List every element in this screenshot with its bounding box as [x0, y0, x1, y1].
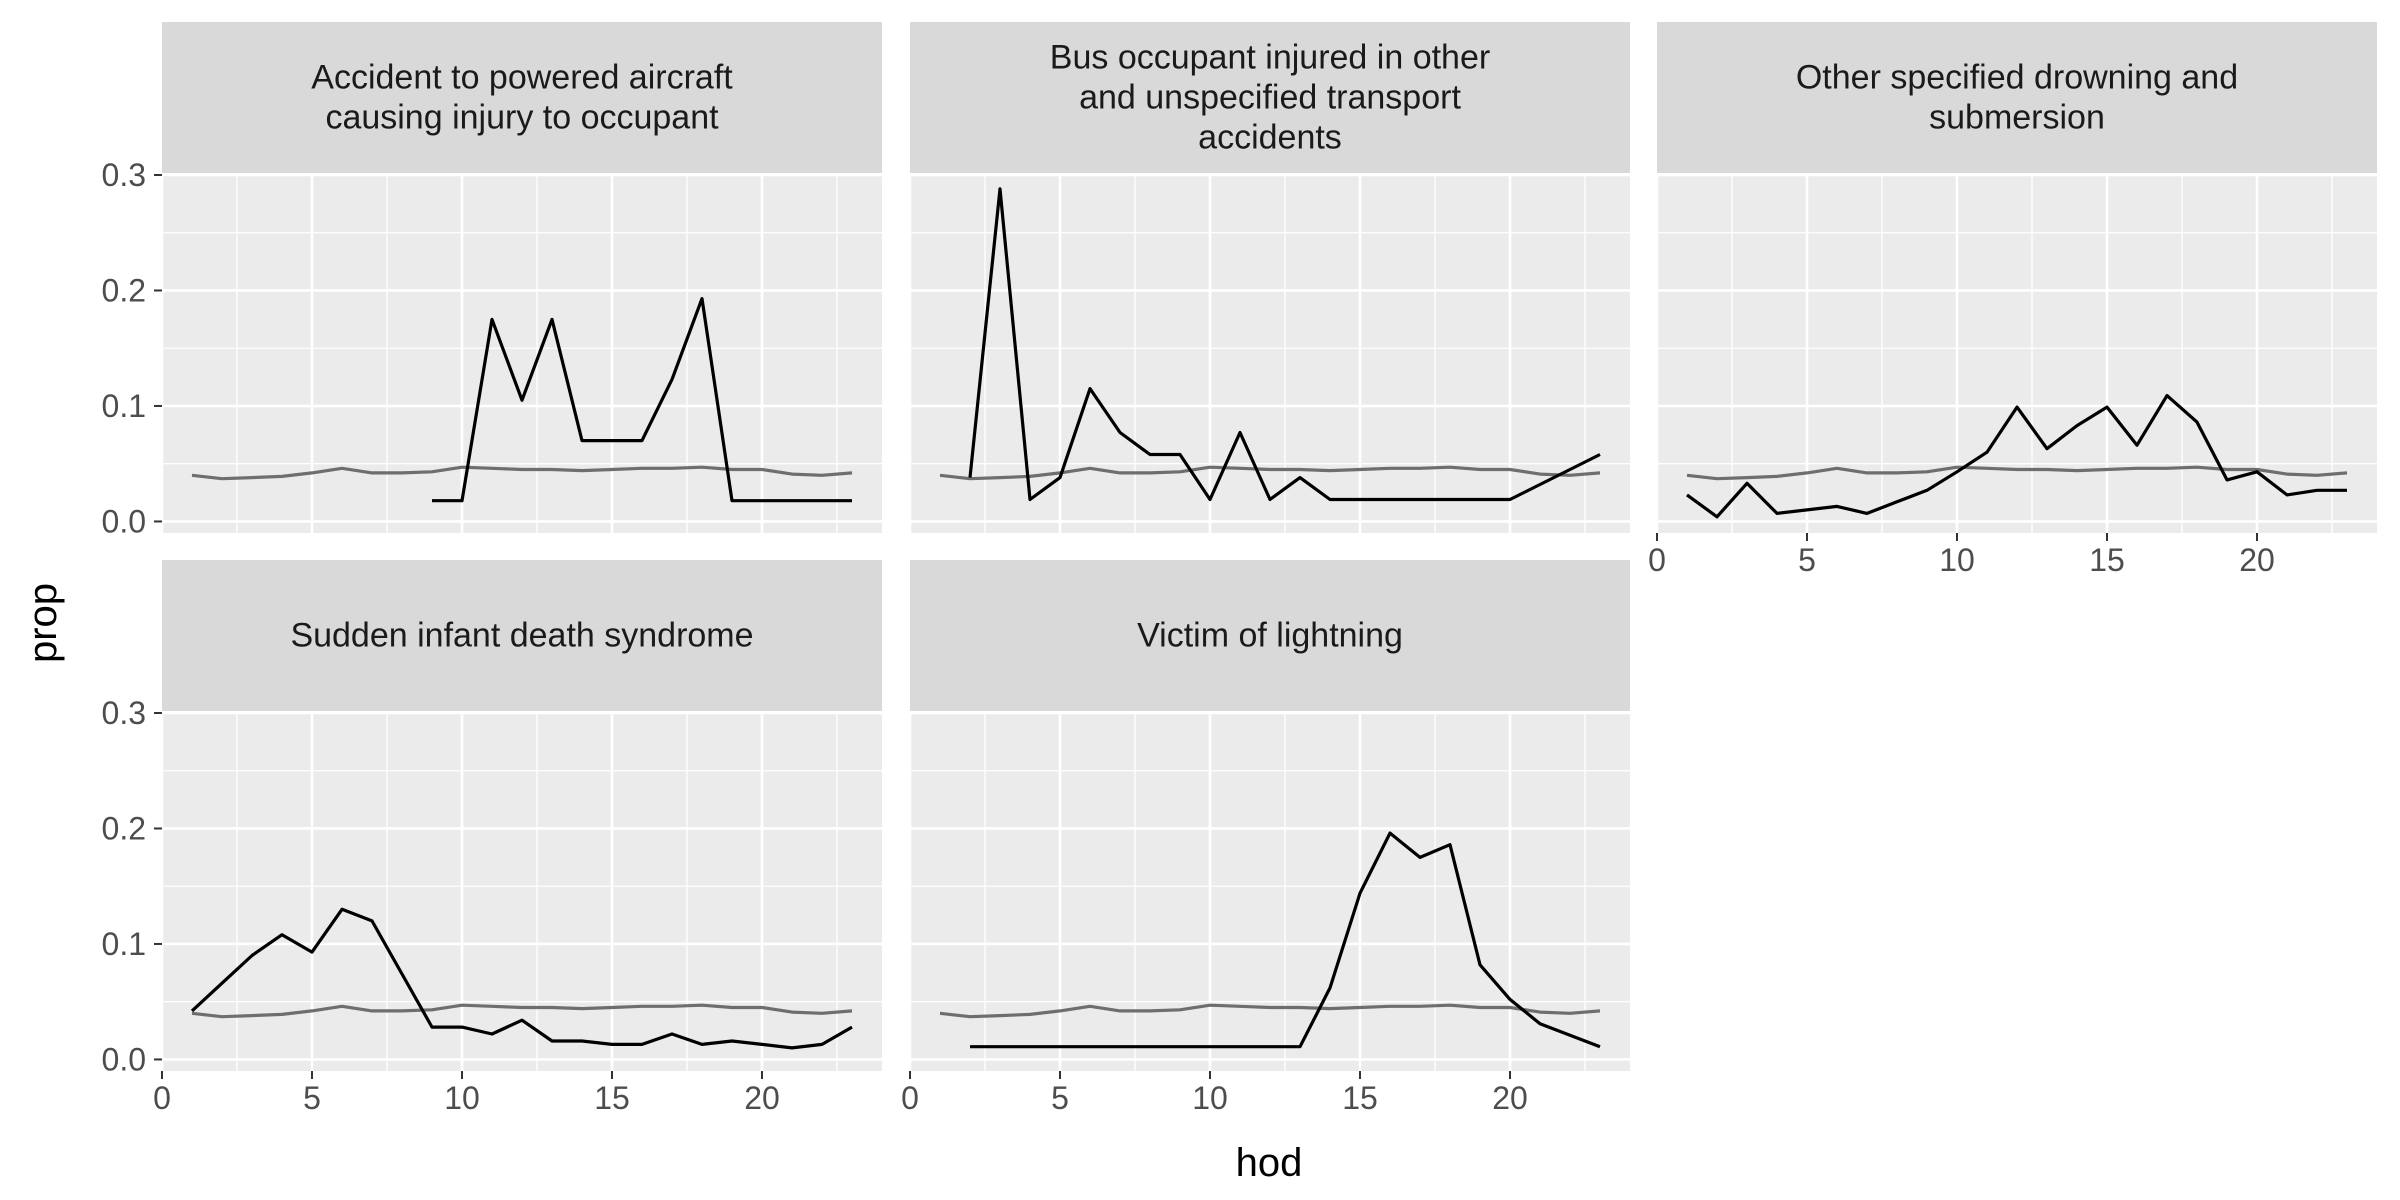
panel-background — [162, 175, 882, 533]
facet-panel-5: Victim of lightning 0 5 10 15 20 — [901, 560, 1630, 1116]
panel-background — [910, 175, 1630, 533]
x-tick-label: 20 — [744, 1080, 780, 1116]
y-tick-label: 0.2 — [102, 810, 146, 846]
cause-series-line — [968, 187, 1601, 502]
facet-strip — [1657, 22, 2377, 173]
x-tick-label: 20 — [1492, 1080, 1528, 1116]
overall-series-line — [1686, 465, 2348, 481]
facet-title-line: Victim of lightning — [1137, 617, 1403, 655]
y-axis-title: prop — [21, 583, 65, 663]
x-tick-label: 10 — [444, 1080, 480, 1116]
x-tick-label: 0 — [1648, 542, 1666, 578]
x-tick-label: 10 — [1192, 1080, 1228, 1116]
y-tick-label: 0.3 — [102, 157, 146, 193]
y-tick-label: 0.1 — [102, 388, 146, 424]
facet-title-line: Other specified drowning and — [1796, 59, 2238, 97]
facet-title-line: Sudden infant death syndrome — [290, 617, 753, 655]
facet-strip — [910, 560, 1630, 711]
facet-panel-4: Sudden infant death syndrome 0.0 0.1 0.2 0.3… — [102, 560, 882, 1116]
y-tick-label: 0.1 — [102, 926, 146, 962]
x-tick-label: 20 — [2239, 542, 2275, 578]
y-tick-label: 0.0 — [102, 503, 146, 539]
x-tick-label: 0 — [901, 1080, 919, 1116]
overall-series-line — [939, 465, 1601, 481]
x-axis-title: hod — [1236, 1141, 1303, 1185]
x-tick-label: 15 — [1342, 1080, 1378, 1116]
cause-series-line — [432, 297, 852, 503]
cause-series-line — [1686, 394, 2347, 519]
x-tick-label: 10 — [1939, 542, 1975, 578]
cause-series-line — [190, 907, 853, 1050]
facet-title-line: submersion — [1929, 99, 2105, 137]
facet-title-line: accidents — [1198, 119, 1342, 157]
y-tick-label: 0.2 — [102, 272, 146, 308]
x-tick-label: 5 — [1051, 1080, 1069, 1116]
overall-series-line — [191, 1003, 853, 1019]
panel-background — [910, 713, 1630, 1071]
x-tick-label: 15 — [2089, 542, 2125, 578]
facet-title-line: Accident to powered aircraft — [311, 59, 733, 97]
x-tick-label: 5 — [303, 1080, 321, 1116]
facet-strip — [910, 22, 1630, 173]
facet-title-line: and unspecified transport — [1079, 79, 1461, 117]
overall-series-line — [191, 465, 853, 481]
x-tick-label: 15 — [594, 1080, 630, 1116]
facet-strip — [162, 560, 882, 711]
cause-series-line — [970, 831, 1601, 1049]
x-tick-label: 5 — [1798, 542, 1816, 578]
x-tick-label: 0 — [153, 1080, 171, 1116]
y-tick-label: 0.0 — [102, 1041, 146, 1077]
facet-title-line: Bus occupant injured in other — [1050, 39, 1490, 77]
facet-title-line: causing injury to occupant — [325, 99, 719, 137]
panel-background — [162, 713, 882, 1071]
overall-series-line — [939, 1003, 1601, 1019]
y-tick-label: 0.3 — [102, 695, 146, 731]
facet-strip — [162, 22, 882, 173]
